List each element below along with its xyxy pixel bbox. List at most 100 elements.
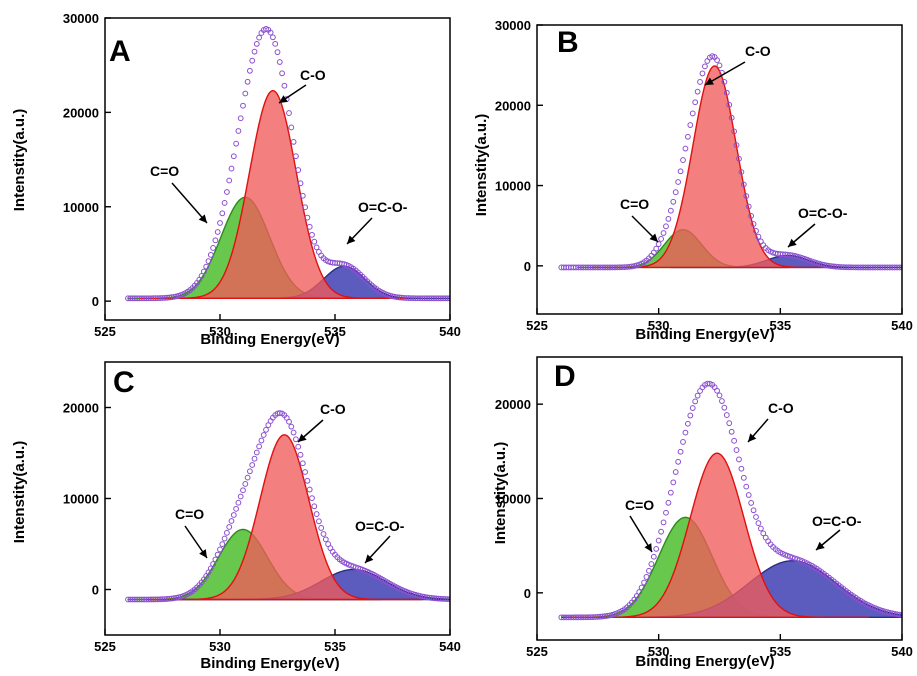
envelope-point	[684, 420, 691, 427]
envelope-point	[237, 493, 244, 500]
envelope-point	[699, 70, 706, 77]
envelope-point	[253, 41, 260, 47]
envelope-point	[276, 410, 283, 416]
envelope-point	[750, 507, 757, 514]
x-tick-label: 540	[439, 324, 461, 339]
envelope-point	[444, 295, 450, 302]
envelope-point	[293, 436, 299, 443]
envelope-point	[719, 398, 725, 404]
arrow-head	[649, 233, 658, 242]
envelope-point	[201, 268, 207, 275]
y-axis-title: Intenstity(a.u.)	[11, 109, 28, 212]
envelope-point	[258, 437, 265, 444]
envelope-point	[249, 57, 256, 64]
envelope-point	[240, 487, 246, 494]
envelope-point	[267, 29, 274, 36]
envelope-point	[643, 574, 650, 580]
envelope-point	[677, 168, 684, 175]
annotation-arrow	[171, 182, 208, 224]
envelope-point	[228, 518, 235, 524]
envelope-point	[736, 155, 742, 162]
envelope-point	[288, 124, 295, 131]
x-tick-label: 525	[94, 324, 116, 339]
envelope-point	[650, 553, 657, 560]
envelope-point	[210, 245, 217, 251]
x-tick-label: 540	[891, 644, 913, 659]
envelope-point	[322, 536, 329, 543]
annotation-label: C-O	[768, 400, 794, 416]
envelope-point	[636, 589, 643, 595]
envelope-point	[251, 48, 258, 55]
envelope-point	[281, 82, 288, 89]
plot-frame	[536, 24, 903, 315]
envelope-point	[653, 546, 660, 552]
envelope-point	[799, 255, 806, 261]
envelope-point	[689, 110, 696, 117]
envelope-point	[641, 579, 647, 586]
envelope-point	[235, 128, 242, 134]
envelope-point	[755, 233, 762, 240]
envelope-point	[731, 437, 737, 444]
envelope-point	[447, 596, 450, 603]
envelope-point	[249, 462, 256, 468]
envelope-point	[302, 469, 309, 475]
envelope-point	[244, 78, 251, 85]
envelope-point	[733, 447, 740, 453]
envelope-point	[738, 169, 745, 175]
envelope-point	[667, 207, 674, 214]
panel-B: 525 530 535 540 0 10000 20000 30000 Binding Ener…	[473, 18, 913, 343]
envelope-point	[214, 229, 221, 235]
envelope-point	[224, 189, 230, 195]
annotation-label: C=O	[175, 506, 204, 522]
x-tick-label: 535	[769, 318, 791, 333]
envelope-point	[675, 179, 682, 185]
envelope-point	[745, 203, 752, 210]
envelope-point	[665, 215, 672, 222]
envelope-point	[726, 101, 733, 108]
envelope-point	[226, 177, 233, 184]
envelope-point	[306, 223, 313, 230]
envelope-point	[290, 429, 297, 436]
panel-label: B	[557, 26, 579, 59]
envelope-series	[558, 380, 902, 621]
envelope-point	[753, 228, 759, 234]
peak-co	[146, 434, 423, 601]
envelope-point	[692, 398, 699, 405]
envelope-point	[212, 237, 219, 244]
envelope-point	[447, 295, 450, 302]
envelope-point	[702, 63, 708, 70]
x-tick-label: 530	[209, 639, 231, 654]
plot-area	[125, 410, 450, 603]
envelope-point	[697, 79, 703, 85]
arrow-head	[748, 433, 757, 442]
envelope-point	[660, 519, 667, 526]
envelope-point	[313, 244, 320, 251]
envelope-point	[313, 511, 320, 517]
envelope-point	[260, 432, 267, 438]
envelope-point	[221, 535, 228, 542]
envelope-point	[667, 489, 674, 496]
envelope-point	[694, 392, 701, 399]
x-tick-label: 530	[648, 644, 670, 659]
annotation-label: O=C-O-	[798, 205, 848, 221]
envelope-point	[655, 241, 662, 248]
envelope-point	[244, 474, 251, 481]
arrow-head	[644, 543, 652, 552]
plot-area	[125, 26, 450, 302]
peak-co	[565, 452, 869, 619]
envelope-point	[680, 157, 686, 163]
y-tick-label: 10000	[63, 492, 99, 507]
envelope-point	[716, 62, 723, 69]
annotation-label: C-O	[300, 67, 326, 83]
envelope-point	[207, 565, 214, 572]
envelope-point	[297, 451, 304, 458]
panel-D: 525 530 535 540 0 10000 20000 Binding Energy(eV…	[492, 356, 913, 670]
envelope-series	[125, 410, 450, 603]
y-tick-label: 10000	[495, 492, 531, 507]
envelope-point	[207, 251, 214, 258]
envelope-point	[753, 514, 759, 520]
y-tick-label: 30000	[495, 18, 531, 33]
envelope-point	[755, 520, 762, 526]
envelope-point	[306, 486, 313, 493]
y-axis-title: Intenstity(a.u.)	[11, 441, 28, 544]
